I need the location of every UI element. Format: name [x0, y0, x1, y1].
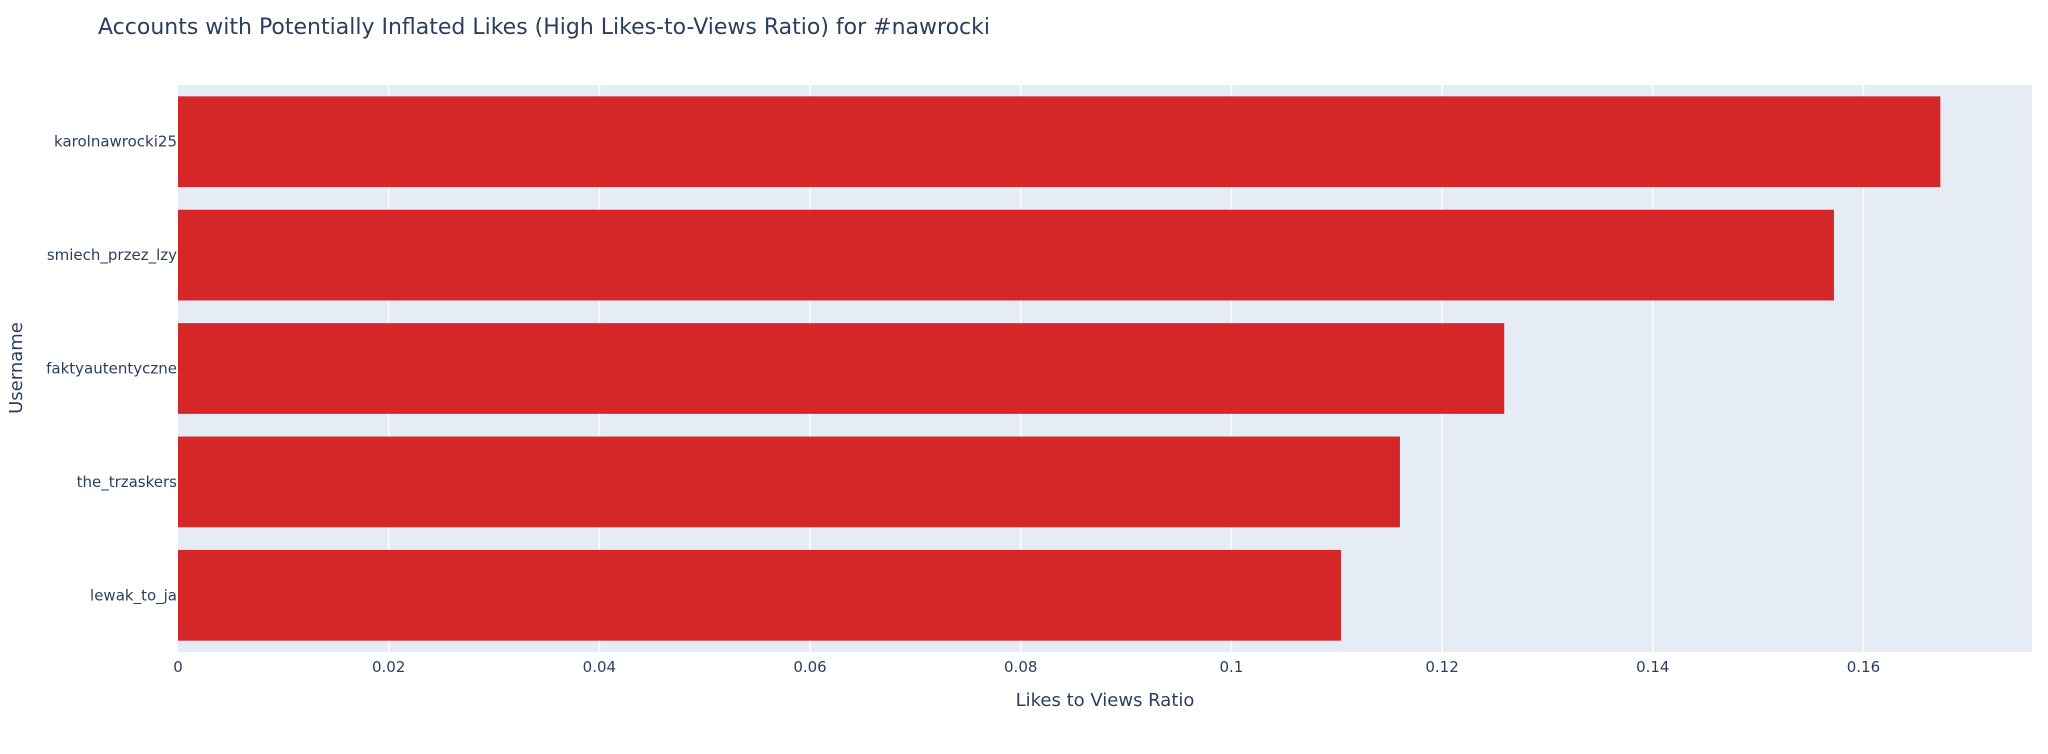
x-axis-title: Likes to Views Ratio — [1016, 690, 1195, 711]
y-tick-label: lewak_to_ja — [90, 586, 177, 605]
bar-the_trzaskers[interactable] — [178, 436, 1400, 528]
bar-smiech_przez_lzy[interactable] — [178, 209, 1834, 301]
x-tick-label: 0 — [173, 658, 183, 676]
x-tick-label: 0.08 — [1004, 658, 1037, 676]
bar-lewak_to_ja[interactable] — [178, 549, 1341, 641]
bar-faktyautentyczne[interactable] — [178, 323, 1505, 414]
y-tick-label: karolnawrocki25 — [54, 133, 177, 151]
x-tick-label: 0.14 — [1636, 658, 1669, 676]
y-tick-labels: karolnawrocki25 smiech_przez_lzy faktyaute… — [46, 133, 177, 606]
bar-karolnawrocki25[interactable] — [178, 96, 1941, 188]
chart-title: Accounts with Potentially Inflated Likes… — [98, 15, 990, 40]
x-tick-label: 0.04 — [583, 658, 616, 676]
y-tick-label: faktyautentyczne — [46, 360, 177, 378]
x-tick-label: 0.16 — [1847, 658, 1880, 676]
x-tick-label: 0.02 — [372, 658, 405, 676]
bars — [178, 96, 1941, 641]
x-tick-label: 0.12 — [1425, 658, 1458, 676]
x-tick-label: 0.06 — [793, 658, 826, 676]
y-tick-label: the_trzaskers — [77, 473, 178, 492]
x-tick-label: 0.1 — [1219, 658, 1243, 676]
x-tick-labels: 0 0.02 0.04 0.06 0.08 0.1 0.12 0.14 0.16 — [173, 658, 1880, 676]
y-tick-label: smiech_przez_lzy — [47, 246, 177, 265]
y-axis-title: Username — [6, 322, 27, 414]
